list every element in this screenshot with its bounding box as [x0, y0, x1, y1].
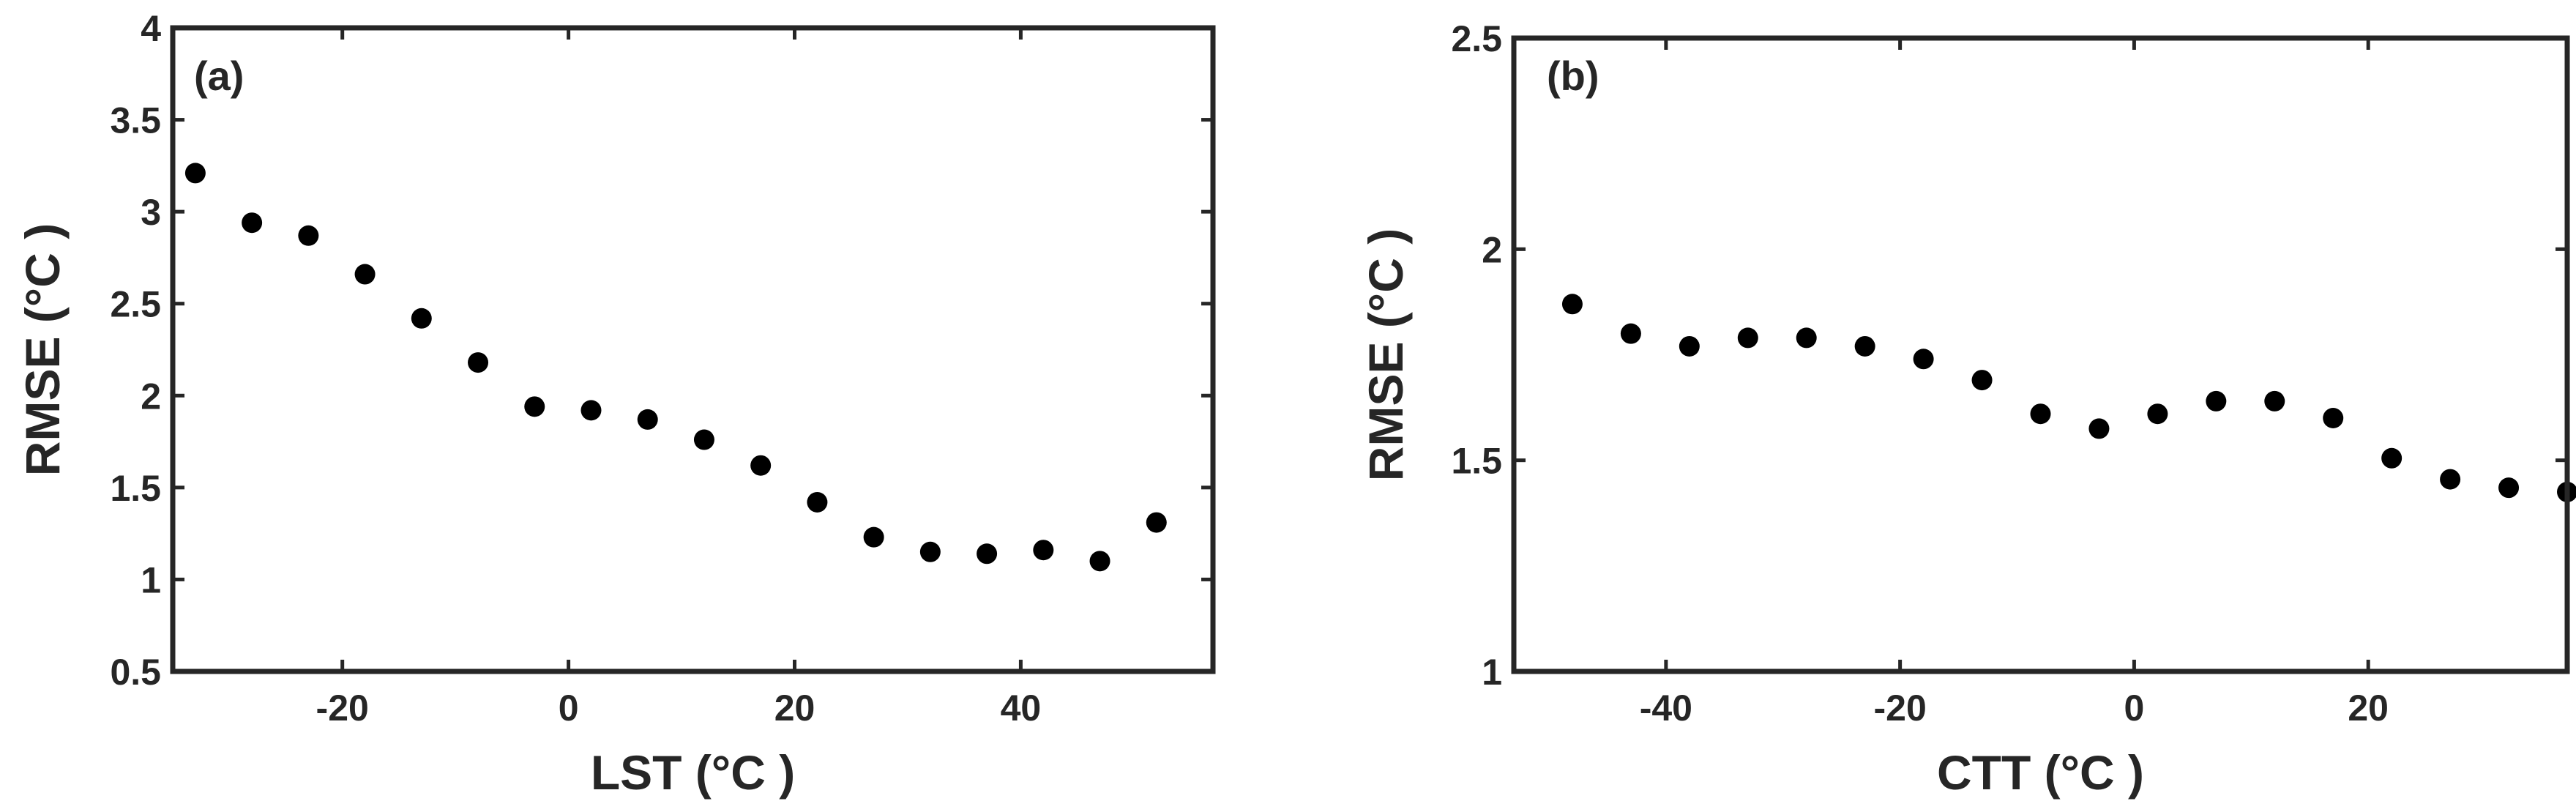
panel-label: (a)	[194, 53, 244, 99]
y-tick-label: 3.5	[110, 100, 161, 141]
panel-a: -20 0 20 40 0.5 1 1.5 2 2.5 3 3.5 4 LST (°C ) RMSE (°…	[15, 8, 1216, 800]
data-point	[1620, 323, 1641, 344]
data-point	[1089, 551, 1110, 572]
y-axis-label: RMSE (°C )	[1359, 228, 1413, 481]
x-tick-label: 20	[774, 688, 815, 729]
data-point	[750, 455, 772, 476]
data-point	[863, 526, 884, 548]
y-tick-label: 2.5	[110, 284, 161, 325]
y-tick-label: 2	[1482, 229, 1502, 270]
axes-frame	[1511, 35, 2570, 674]
panel-b: -40 -20 0 20 1 1.5 2 2.5 CTT (°C ) RMSE (°C ) (b)	[1359, 18, 2576, 800]
data-point	[807, 491, 828, 513]
x-tick-label: -20	[1874, 688, 1927, 729]
data-point	[2323, 408, 2344, 428]
y-tick-label: 2.5	[1451, 18, 1502, 59]
data-point	[354, 264, 376, 285]
y-tick-label: 2	[141, 376, 161, 417]
data-point	[1971, 370, 1993, 391]
axes-frame	[170, 25, 1216, 674]
y-tick-label: 1	[141, 559, 161, 600]
data-point	[411, 308, 432, 329]
y-tick-label: 4	[141, 8, 161, 49]
data-point	[1796, 327, 1817, 349]
data-point	[1033, 540, 1054, 561]
x-tick-label: 0	[559, 688, 579, 729]
x-axis-label: CTT (°C )	[1937, 745, 2144, 800]
data-point	[242, 212, 263, 234]
data-point	[184, 163, 206, 184]
panel-label: (b)	[1547, 53, 1599, 99]
data-point	[580, 400, 602, 421]
data-point	[298, 225, 319, 246]
y-axis-label: RMSE (°C )	[15, 223, 70, 476]
data-point	[1679, 335, 1700, 357]
y-tick-label: 1	[1482, 652, 1502, 693]
data-point	[524, 396, 545, 417]
data-point	[977, 543, 998, 565]
data-point	[2206, 390, 2227, 411]
x-tick-label: -40	[1640, 688, 1692, 729]
x-tick-label: 40	[1001, 688, 1042, 729]
data-point	[919, 541, 941, 562]
data-point	[637, 409, 658, 430]
data-point	[1737, 327, 1758, 349]
data-point	[2030, 403, 2051, 425]
data-point	[1854, 335, 1875, 357]
data-point	[468, 352, 489, 373]
data-point	[693, 429, 714, 450]
data-point	[1561, 294, 1583, 315]
x-tick-label: 20	[2348, 688, 2389, 729]
data-point	[2381, 447, 2403, 469]
data-point	[1913, 349, 1934, 370]
y-tick-label: 1.5	[110, 468, 161, 509]
data-point	[2498, 477, 2520, 499]
data-point	[2264, 390, 2285, 411]
x-tick-label: -20	[316, 688, 369, 729]
y-tick-label: 3	[141, 192, 161, 233]
data-point	[1146, 512, 1167, 533]
x-tick-label: 0	[2124, 688, 2145, 729]
y-tick-label: 1.5	[1451, 441, 1502, 482]
x-axis-label: LST (°C )	[591, 745, 795, 800]
y-tick-label: 0.5	[110, 652, 161, 693]
data-point	[2440, 469, 2461, 490]
data-point	[2147, 403, 2168, 425]
data-point	[2088, 418, 2110, 439]
